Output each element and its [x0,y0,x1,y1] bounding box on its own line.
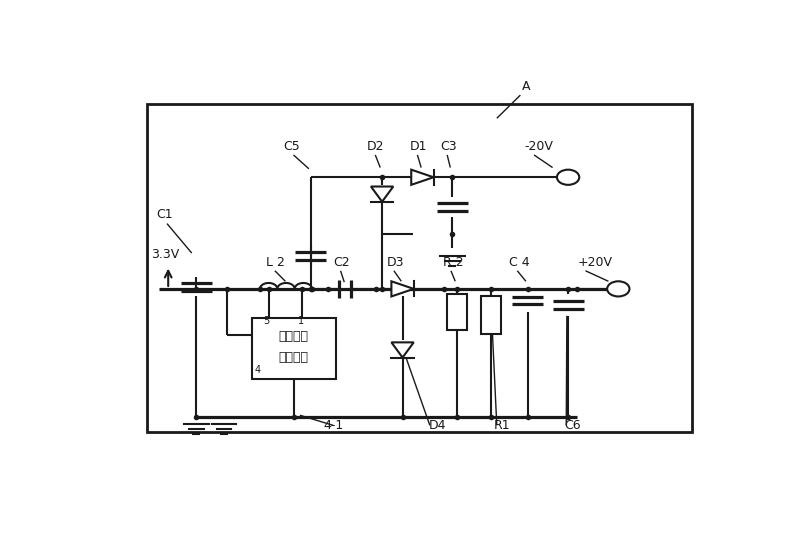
Polygon shape [391,342,414,358]
Bar [481,296,501,334]
Text: 3.3V: 3.3V [151,248,180,261]
Text: C5: C5 [283,140,300,153]
Text: -20V: -20V [525,140,554,153]
Circle shape [557,170,579,185]
Text: C6: C6 [564,419,580,432]
Text: R1: R1 [494,419,510,432]
Text: 主控芯片: 主控芯片 [278,351,309,364]
Circle shape [607,281,630,296]
Text: C3: C3 [440,140,456,153]
Text: L 2: L 2 [266,255,285,269]
Text: D4: D4 [429,419,446,432]
Text: 4-1: 4-1 [323,419,343,432]
Text: 5: 5 [263,316,270,326]
Text: D2: D2 [366,140,384,153]
Text: 1: 1 [298,316,304,326]
Bar [252,318,336,380]
Text: 4: 4 [254,365,261,375]
Bar [146,103,692,432]
Text: A: A [522,80,531,93]
Text: C 4: C 4 [510,255,530,269]
Text: D3: D3 [386,255,404,269]
Polygon shape [391,281,414,296]
Bar [447,294,467,330]
Polygon shape [371,187,394,202]
Polygon shape [411,170,434,185]
Text: R 2: R 2 [443,255,463,269]
Text: +20V: +20V [578,255,613,269]
Text: C2: C2 [334,255,350,269]
Text: 电源模块: 电源模块 [278,330,309,343]
Text: C1: C1 [156,208,173,222]
Text: D1: D1 [410,140,427,153]
